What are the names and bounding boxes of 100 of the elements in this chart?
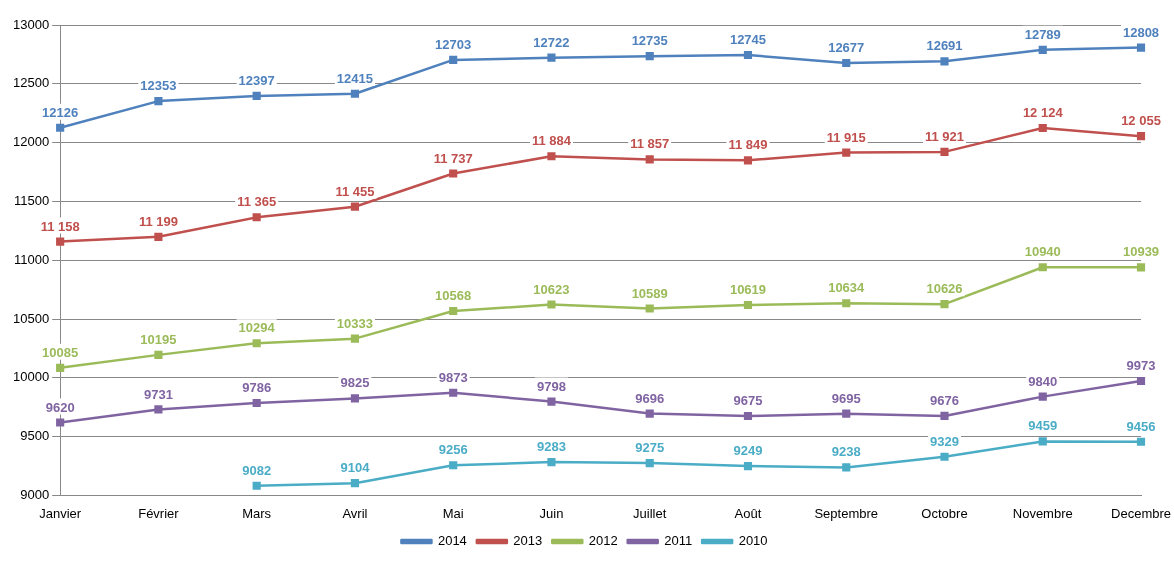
point [56,123,65,132]
point [449,55,458,65]
data-label: 9459 [1028,418,1058,434]
point [252,91,261,100]
data-label: 12691 [926,38,963,54]
point [350,89,360,98]
data-label: 12735 [631,33,668,49]
y-tick-label: 12500 [12,75,50,91]
point [940,147,949,156]
data-label: 12703 [435,37,472,53]
y-tick-label: 11500 [13,192,50,208]
point [252,213,261,222]
legend-label: 2011 [664,533,693,549]
data-label: 10623 [533,281,570,297]
data-label: 10568 [435,288,472,304]
data-label: 9256 [438,442,468,458]
x-tick-label: Avril [342,505,368,521]
point [350,334,360,343]
y-tick-label: 13000 [12,16,50,32]
point [547,53,556,62]
data-label: 10626 [926,281,963,297]
data-label: 12722 [533,34,570,50]
data-label: 9695 [831,390,861,406]
legend-label: 2014 [437,533,467,549]
point [56,418,65,427]
x-tick-label: Decembre [1111,505,1171,521]
data-label: 10195 [140,331,177,347]
point [547,152,556,161]
data-label: 9249 [733,443,763,459]
y-tick-label: 9500 [20,428,50,444]
data-label: 9825 [340,375,370,391]
point [1136,437,1146,446]
x-tick-label: Octobre [921,505,968,521]
data-label: 12397 [238,72,275,88]
data-label: 11 921 [924,128,965,144]
data-label: 9104 [340,460,371,476]
point [743,50,753,60]
data-label: 10634 [828,280,866,296]
data-label: 11 915 [826,129,866,145]
legend-label: 2012 [588,533,618,549]
data-label: 10940 [1024,244,1061,260]
data-label: 9973 [1126,358,1156,374]
point [1136,376,1146,386]
y-tick-label: 10500 [12,310,50,326]
data-label: 9798 [536,378,566,394]
data-label: 10333 [336,315,374,331]
point [842,58,851,68]
y-tick-label: 12000 [12,134,50,150]
data-label: 9873 [438,369,468,385]
point [449,169,458,178]
point [449,388,458,397]
data-label: 10939 [1122,244,1160,260]
point [1136,132,1146,141]
data-label: 10085 [42,344,79,360]
x-tick-label: Février [138,505,180,521]
point [154,232,163,241]
x-tick-label: Septembre [814,505,879,521]
data-label: 9238 [831,444,861,460]
point [743,462,753,471]
x-tick-label: Novembre [1012,505,1073,521]
data-label: 9329 [930,433,959,449]
point [1038,437,1047,446]
data-label: 12415 [336,70,374,86]
point [842,463,851,472]
point [154,97,163,106]
data-label: 9676 [930,392,959,408]
y-tick-label: 11000 [13,251,50,267]
data-label: 9456 [1126,418,1156,434]
point [1136,263,1146,272]
point [842,409,851,418]
point [743,411,753,421]
point [645,409,654,418]
data-label: 11 857 [630,136,670,152]
point [940,57,949,66]
x-tick-label: Juin [539,505,564,521]
data-label: 10619 [729,282,767,298]
point [1038,45,1047,54]
point [56,237,65,246]
data-label: 12 055 [1121,113,1161,129]
point [940,411,949,420]
x-tick-label: Juillet [633,505,667,521]
point [743,300,753,310]
y-tick-label: 9000 [20,486,50,502]
point [842,299,851,308]
legend-label: 2010 [738,533,768,549]
data-label: 12789 [1024,26,1061,42]
data-label: 11 365 [237,194,277,210]
point [645,155,654,164]
y-tick-label: 10000 [12,369,50,385]
x-tick-label: Mars [242,505,272,521]
data-label: 9786 [242,380,272,396]
data-label: 11 884 [531,133,572,149]
data-label: 12745 [729,32,767,48]
point [645,458,654,468]
data-label: 12353 [140,78,177,94]
data-label: 11 849 [728,137,768,153]
data-label: 9082 [242,462,272,478]
point [1136,43,1146,52]
x-tick-label: Mai [442,505,464,521]
data-label: 11 455 [335,183,375,199]
